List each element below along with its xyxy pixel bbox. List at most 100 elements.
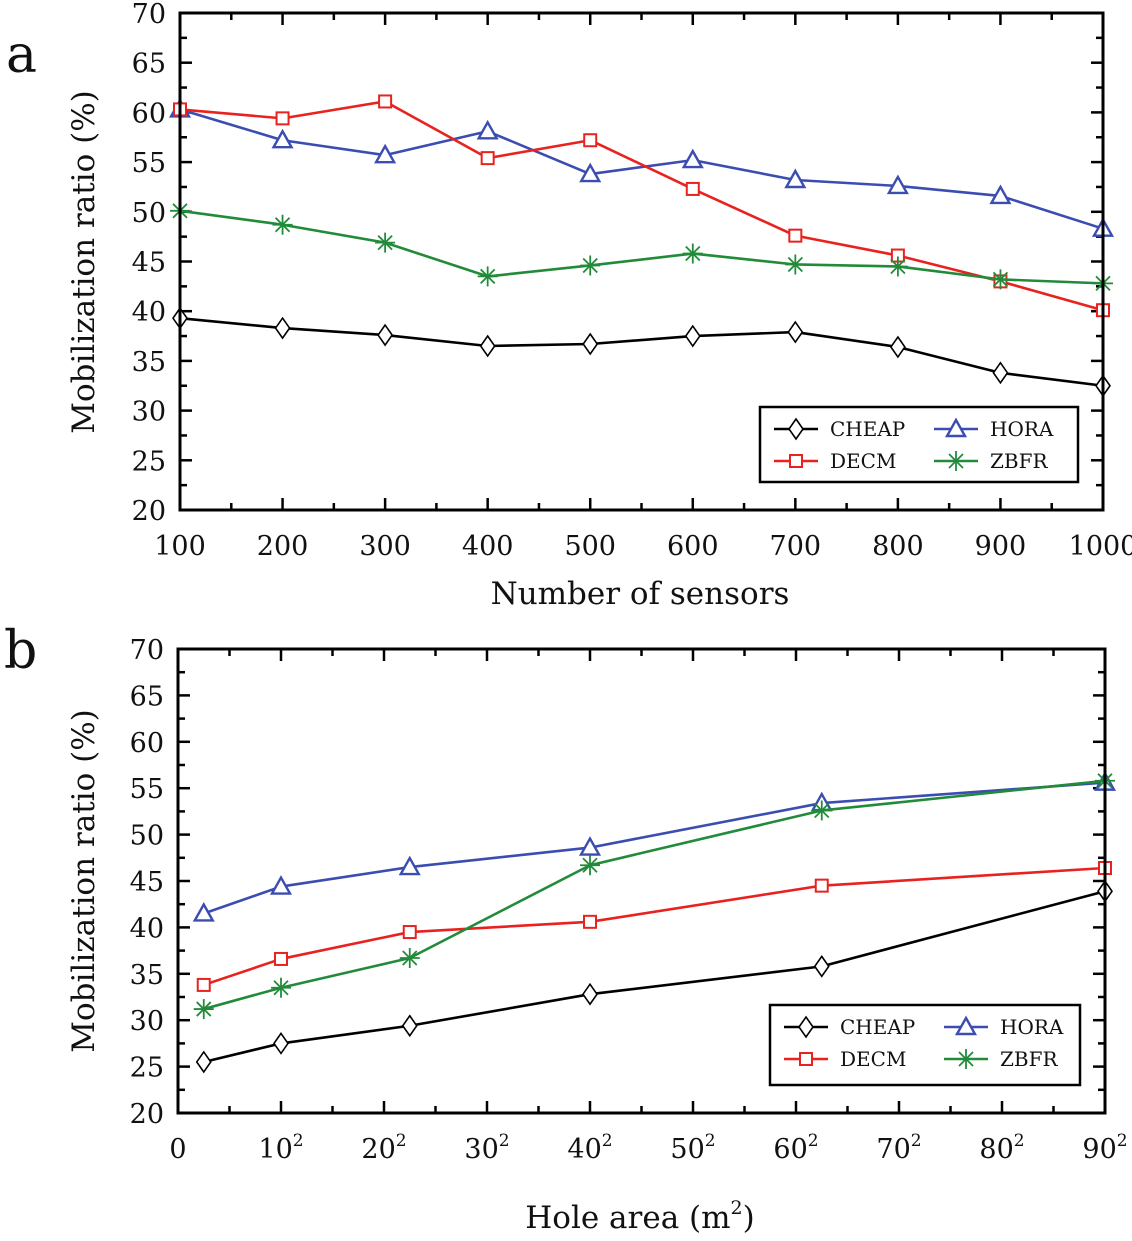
legend-marker-diamond [798, 1015, 814, 1039]
y-tick-label: 70 [132, 0, 166, 30]
series-line-zbfr [203, 779, 1106, 1011]
asterisk-stroke [992, 271, 1009, 288]
data-point-decm [274, 951, 288, 966]
y-tick-label: 65 [130, 681, 164, 712]
data-point-zbfr [193, 999, 214, 1020]
legend-marker-diamond [788, 417, 804, 441]
y-tick-label: 70 [130, 635, 164, 666]
legend-item-zbfr: ZBFR [934, 449, 1048, 473]
y-axis-title-a: Mobilization ratio (%) [66, 90, 102, 434]
legend-label: CHEAP [840, 1015, 915, 1039]
data-point-zbfr [399, 948, 420, 969]
data-point-zbfr [887, 256, 908, 277]
series-b [192, 770, 1117, 1074]
panel-letter-b: b [4, 621, 37, 681]
x-tick-label: 402 [567, 1131, 612, 1165]
chart-panel-b: b 20 25 30 35 40 45 50 55 60 65 70 0 102 202 302 402 502… [4, 621, 1128, 1236]
asterisk-stroke [685, 245, 701, 262]
data-point-cheap [684, 324, 701, 348]
asterisk-stroke [948, 453, 964, 469]
legend-box [768, 1003, 1082, 1087]
x-axis-title-b-close: ) [743, 1200, 755, 1236]
legend-item-zbfr: ZBFR [944, 1047, 1058, 1071]
data-point-cheap [273, 1032, 289, 1055]
y-tick-label: 55 [130, 774, 164, 805]
asterisk-stroke [582, 857, 598, 873]
series-line-decm [203, 866, 1106, 987]
data-point-hora [476, 119, 499, 140]
legend-b: CHEAP HORA DECM ZBFR [768, 1003, 1082, 1087]
asterisk-stroke [480, 268, 496, 285]
y-tick-label: 45 [132, 248, 166, 279]
series-zbfr [170, 200, 1113, 294]
series-a [168, 94, 1115, 398]
data-point-cheap [992, 361, 1009, 385]
legend-item-hora: HORA [944, 1015, 1064, 1039]
x-tick-label: 502 [670, 1131, 715, 1165]
data-point-cheap [377, 323, 394, 347]
legend-marker-triangle [944, 417, 968, 438]
y-tick-label: 20 [132, 496, 166, 527]
x-tick-label: 902 [1082, 1131, 1127, 1165]
data-point-hora [886, 174, 909, 195]
legend-label: DECM [840, 1047, 906, 1071]
x-tick-label: 400 [462, 531, 514, 562]
asterisk-stroke [890, 258, 906, 275]
data-point-zbfr [271, 977, 291, 998]
data-point-zbfr [272, 214, 293, 235]
x-tick-label: 600 [667, 531, 719, 562]
legend-label: HORA [990, 417, 1054, 441]
data-point-zbfr [477, 266, 498, 287]
x-tick-label: 200 [257, 531, 309, 562]
series-cheap [195, 879, 1113, 1074]
x-tick-label: 700 [770, 531, 822, 562]
legend-item-cheap: CHEAP [774, 417, 905, 441]
data-point-cheap [582, 332, 599, 356]
data-point-decm [583, 133, 598, 148]
data-point-hora [681, 148, 704, 169]
series-zbfr [193, 770, 1115, 1020]
y-tick-label: 50 [132, 198, 166, 229]
series-decm [173, 94, 1110, 318]
asterisk-stroke [273, 980, 289, 996]
asterisk-stroke [274, 217, 291, 233]
data-point-zbfr [580, 255, 601, 276]
legend-item-decm: DECM [784, 1047, 906, 1071]
data-point-hora [579, 162, 602, 183]
series-line-cheap [203, 889, 1106, 1064]
series-line-cheap [179, 316, 1104, 388]
y-axis-title-b: Mobilization ratio (%) [66, 709, 102, 1053]
y-tick-label: 30 [132, 397, 166, 428]
y-tick-label: 25 [130, 1053, 164, 1084]
legend-label: HORA [1000, 1015, 1064, 1039]
y-tick-label: 60 [130, 728, 164, 759]
x-tick-label-sup: 2 [705, 1131, 716, 1151]
x-tick-label-sup: 2 [499, 1131, 510, 1151]
legend-item-cheap: CHEAP [784, 1015, 915, 1039]
data-point-decm [378, 94, 393, 109]
data-point-cheap [889, 335, 906, 359]
x-tick-label: 0 [169, 1134, 186, 1165]
series-line-hora [203, 781, 1106, 915]
x-axis-title-b-sup: 2 [731, 1197, 743, 1219]
x-tick-label-sup: 2 [602, 1131, 613, 1151]
chart-panel-a: a 20 25 30 35 40 45 50 55 60 65 70 100 200 300 400 500 6… [6, 0, 1132, 612]
series-cheap [172, 306, 1111, 398]
data-point-decm [788, 228, 803, 243]
data-point-zbfr [811, 800, 832, 821]
data-point-decm [402, 925, 417, 940]
series-line-decm [179, 100, 1104, 312]
data-point-hora [374, 143, 397, 164]
asterisk-stroke [787, 256, 803, 273]
data-point-decm [480, 151, 495, 166]
data-point-cheap [195, 1050, 212, 1074]
x-tick-label-sup: 2 [1117, 1131, 1128, 1151]
y-tick-label: 25 [132, 446, 166, 477]
asterisk-stroke [377, 234, 393, 251]
x-tick-label: 702 [876, 1131, 921, 1165]
data-point-zbfr [375, 232, 396, 253]
x-tick-label-sup: 2 [396, 1131, 407, 1151]
legend-item-decm: DECM [774, 449, 896, 473]
y-tick-label: 50 [130, 821, 164, 852]
legend-marker-asterisk [946, 451, 966, 471]
